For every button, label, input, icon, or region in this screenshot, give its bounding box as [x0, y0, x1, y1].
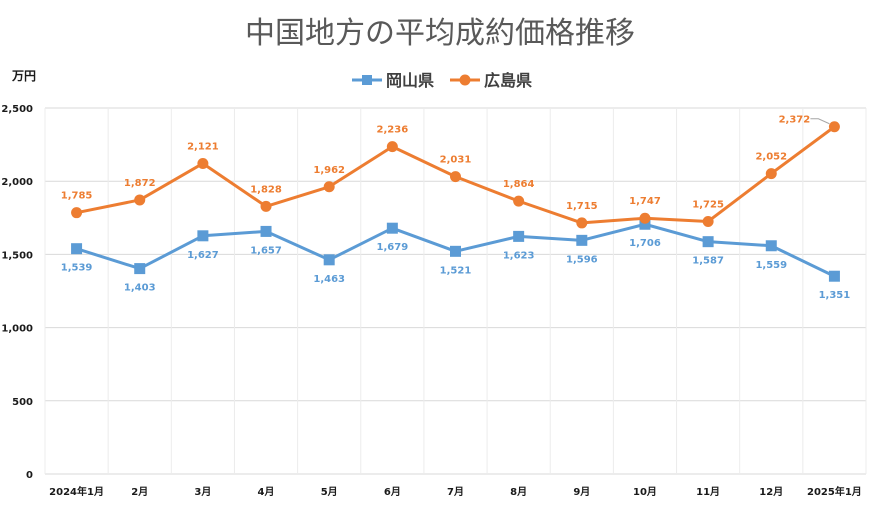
x-tick-label: 2月: [131, 486, 148, 498]
data-point: [702, 236, 714, 248]
data-point: [765, 240, 777, 252]
data-point: [765, 168, 777, 180]
data-label: 1,463: [313, 274, 345, 285]
data-point: [576, 217, 588, 229]
data-point: [134, 194, 146, 206]
y-tick-label: 2,000: [1, 177, 33, 188]
data-point: [260, 225, 272, 237]
y-axis-ticks: 0 500 1,000 1,500 2,000 2,500: [1, 104, 33, 481]
data-label: 1,627: [187, 250, 219, 261]
data-label: 1,872: [124, 178, 156, 189]
data-label: 1,962: [313, 165, 345, 176]
data-point: [513, 195, 525, 207]
data-point: [386, 222, 398, 234]
data-point: [197, 157, 209, 169]
data-point: [828, 121, 840, 133]
data-point: [702, 215, 714, 227]
data-point: [576, 234, 588, 246]
x-tick-label: 10月: [633, 486, 657, 498]
x-tick-label: 5月: [321, 486, 338, 498]
data-label: 1,715: [566, 201, 598, 212]
legend-entry: 広島県: [450, 71, 532, 90]
data-label: 1,559: [755, 260, 787, 271]
data-point: [386, 141, 398, 153]
data-label: 2,031: [440, 155, 472, 166]
data-label-leader: [810, 118, 830, 125]
data-point: [639, 218, 651, 230]
y-axis-unit-label: 万円: [11, 69, 36, 83]
x-tick-label: 3月: [194, 486, 211, 498]
y-tick-label: 2,500: [1, 104, 33, 115]
data-label: 1,351: [819, 290, 851, 301]
data-point: [71, 207, 83, 219]
series-okayama: 1,539 1,403 1,627 1,657 1,463 1,679 1,521 1,623…: [61, 218, 851, 301]
data-point: [197, 230, 209, 242]
data-point: [323, 254, 335, 266]
data-point: [450, 245, 461, 257]
data-label: 2,052: [755, 152, 787, 163]
x-tick-label: 2024年1月: [49, 485, 104, 498]
data-label: 2,121: [187, 141, 219, 152]
series-layer: 1,539 1,403 1,627 1,657 1,463 1,679 1,521 1,623…: [61, 115, 851, 301]
legend: 岡山県 広島県: [352, 71, 532, 90]
data-label: 1,725: [692, 199, 724, 210]
legend-entry: 岡山県: [352, 71, 434, 90]
x-tick-label: 9月: [573, 486, 590, 498]
x-tick-label: 12月: [759, 486, 783, 498]
data-point: [639, 212, 651, 224]
data-point: [134, 263, 146, 275]
data-label: 1,596: [566, 254, 598, 265]
x-tick-label: 7月: [447, 486, 464, 498]
x-tick-label: 4月: [258, 486, 275, 498]
x-tick-label: 11月: [696, 486, 720, 498]
data-label: 1,747: [629, 196, 661, 207]
y-tick-label: 1,000: [1, 324, 33, 335]
data-label: 1,521: [440, 265, 472, 276]
data-label: 1,706: [629, 238, 661, 249]
y-tick-label: 500: [12, 397, 33, 408]
y-tick-label: 0: [26, 470, 33, 481]
data-point: [71, 243, 83, 255]
data-label: 1,657: [250, 245, 282, 256]
data-label: 1,864: [503, 179, 535, 190]
x-axis-ticks: 2024年1月 2月 3月 4月 5月 6月 7月 8月 9月 10月 11月 12月 2025年1月: [49, 485, 862, 498]
data-point: [450, 171, 461, 183]
data-label: 1,587: [692, 256, 724, 267]
legend-marker-square: [362, 75, 372, 85]
x-tick-label: 6月: [384, 486, 401, 498]
data-label: 1,679: [377, 242, 409, 253]
x-tick-label: 2025年1月: [807, 485, 862, 498]
x-tick-label: 8月: [510, 486, 527, 498]
data-label: 1,623: [503, 250, 535, 261]
series-hiroshima: 1,785 1,872 2,121 1,828 1,962 2,236 2,031 1,864…: [61, 115, 840, 229]
legend-label: 岡山県: [386, 71, 434, 90]
data-point: [260, 200, 272, 212]
data-label: 2,372: [779, 115, 811, 126]
legend-marker-circle: [459, 74, 471, 86]
data-point: [513, 230, 525, 242]
chart-title: 中国地方の平均成約価格推移: [245, 16, 635, 51]
data-label: 1,403: [124, 283, 156, 294]
data-point: [323, 181, 335, 193]
legend-label: 広島県: [484, 71, 532, 90]
data-point: [828, 270, 840, 282]
y-tick-label: 1,500: [1, 250, 33, 261]
data-label: 1,539: [61, 263, 93, 274]
data-label: 1,828: [250, 184, 282, 195]
data-label: 2,236: [377, 125, 409, 136]
data-label: 1,785: [61, 191, 93, 202]
